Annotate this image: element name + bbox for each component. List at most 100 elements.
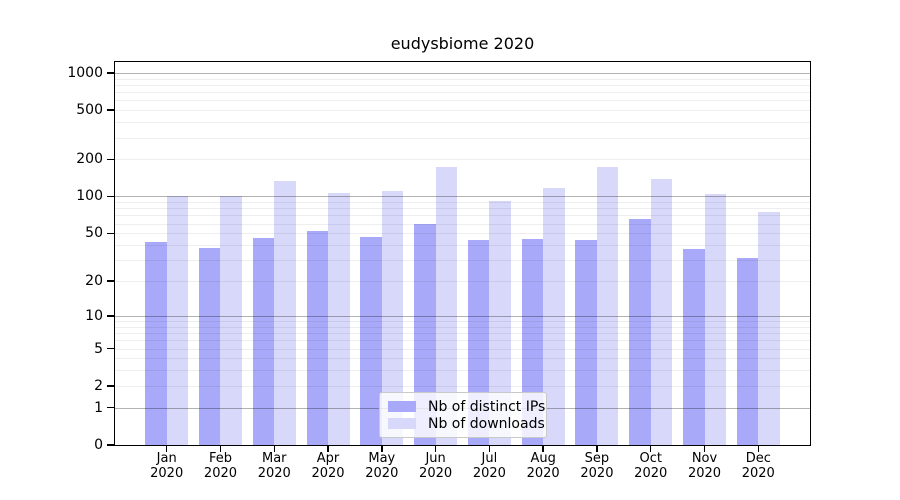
minor-gridline <box>115 100 810 102</box>
x-axis-tick <box>542 446 544 452</box>
x-tick-label-may: May 2020 <box>350 451 414 481</box>
year-label: 2020 <box>419 466 453 481</box>
bar-distinct-ips-dec <box>736 258 759 445</box>
month-label: Jun <box>425 451 446 466</box>
bar-downloads-dec <box>758 212 780 445</box>
y-axis-tick <box>107 232 114 234</box>
x-tick-label-sep: Sep 2020 <box>565 451 629 481</box>
year-label: 2020 <box>257 466 291 481</box>
month-label: Oct <box>639 451 662 466</box>
x-axis-tick <box>327 446 329 452</box>
legend: Nb of distinct IPs Nb of downloads <box>379 392 547 438</box>
x-tick-label-mar: Mar 2020 <box>242 451 306 481</box>
x-axis-tick <box>165 446 168 452</box>
x-tick-label-dec: Dec 2020 <box>726 451 790 481</box>
bar-downloads-jan <box>166 196 189 445</box>
x-tick-label-oct: Oct 2020 <box>619 451 683 481</box>
bar-distinct-ips-feb <box>198 247 221 445</box>
y-tick-label: 5 <box>94 340 103 357</box>
x-tick-label-apr: Apr 2020 <box>296 451 360 481</box>
y-axis-tick <box>107 385 114 387</box>
x-tick-label-jan: Jan 2020 <box>135 451 199 481</box>
x-axis-tick <box>273 446 275 452</box>
y-axis-tick <box>107 158 114 161</box>
month-label: Feb <box>208 451 232 466</box>
y-tick-label: 100 <box>76 188 103 205</box>
bar-distinct-ips-mar <box>252 237 275 445</box>
year-label: 2020 <box>472 466 506 481</box>
x-axis-tick <box>434 446 437 452</box>
month-label: Jan <box>156 451 177 466</box>
bar-distinct-ips-oct <box>629 219 651 445</box>
x-axis-tick <box>703 446 706 452</box>
minor-gridline <box>115 84 810 86</box>
bar-distinct-ips-jun <box>414 223 436 445</box>
bar-distinct-ips-jan <box>145 242 167 445</box>
bar-downloads-oct <box>650 178 673 445</box>
bar-downloads-aug <box>543 187 565 445</box>
y-axis-tick <box>107 109 114 111</box>
x-tick-label-jul: Jul 2020 <box>457 451 521 481</box>
bar-downloads-sep <box>596 167 619 445</box>
legend-item-downloads: Nb of downloads <box>388 415 545 432</box>
y-tick-label: 20 <box>85 273 103 290</box>
legend-label: Nb of distinct IPs <box>428 398 546 415</box>
month-label: Dec <box>745 451 771 466</box>
bar-distinct-ips-nov <box>683 249 705 445</box>
month-label: Jul <box>481 451 498 466</box>
legend-swatch <box>388 418 416 429</box>
legend-swatch <box>388 401 416 412</box>
legend-label: Nb of downloads <box>428 415 545 432</box>
y-tick-label: 2 <box>94 377 103 394</box>
x-axis-tick <box>219 446 222 452</box>
year-label: 2020 <box>687 466 722 481</box>
x-tick-label-aug: Aug 2020 <box>511 451 575 481</box>
bar-downloads-feb <box>220 195 242 445</box>
year-label: 2020 <box>526 466 560 481</box>
x-axis-tick <box>757 446 760 452</box>
y-axis-tick <box>107 315 114 317</box>
y-tick-label: 1 <box>94 399 103 416</box>
minor-gridline <box>115 110 810 112</box>
year-label: 2020 <box>741 466 775 481</box>
y-tick-label: 50 <box>85 225 103 242</box>
chart-title: eudysbiome 2020 <box>390 34 535 53</box>
bar-distinct-ips-sep <box>575 240 597 445</box>
y-axis-tick <box>107 444 114 446</box>
y-tick-label: 200 <box>76 151 103 168</box>
minor-gridline <box>115 159 810 161</box>
y-axis-tick <box>107 280 114 282</box>
month-label: Apr <box>316 451 340 466</box>
minor-gridline <box>115 137 810 139</box>
y-axis-tick <box>107 195 114 198</box>
legend-item-distinct-ips: Nb of distinct IPs <box>388 398 545 415</box>
x-tick-label-feb: Feb 2020 <box>188 451 252 481</box>
month-label: Aug <box>530 451 556 466</box>
bar-distinct-ips-may <box>360 236 382 445</box>
year-label: 2020 <box>365 466 399 481</box>
bar-downloads-mar <box>274 180 296 445</box>
bar-downloads-jun <box>435 166 458 445</box>
x-axis-tick <box>596 446 598 452</box>
bar-downloads-nov <box>704 194 726 445</box>
month-label: Mar <box>261 451 287 466</box>
year-label: 2020 <box>203 466 238 481</box>
bar-downloads-apr <box>328 192 350 445</box>
month-label: May <box>368 451 396 466</box>
bar-downloads-jul <box>489 200 511 445</box>
minor-gridline <box>115 122 810 124</box>
x-tick-label-jun: Jun 2020 <box>404 451 468 481</box>
minor-gridline <box>115 78 810 80</box>
minor-gridline <box>115 92 810 94</box>
y-tick-label: 500 <box>76 102 103 119</box>
year-label: 2020 <box>580 466 614 481</box>
x-axis-tick <box>649 446 652 452</box>
bar-downloads-may <box>381 190 404 445</box>
month-label: Sep <box>584 451 610 466</box>
major-gridline <box>115 72 810 74</box>
y-tick-label: 1000 <box>67 64 103 81</box>
x-tick-label-nov: Nov 2020 <box>673 451 737 481</box>
y-axis-tick <box>107 406 114 409</box>
y-axis-tick <box>107 347 114 350</box>
